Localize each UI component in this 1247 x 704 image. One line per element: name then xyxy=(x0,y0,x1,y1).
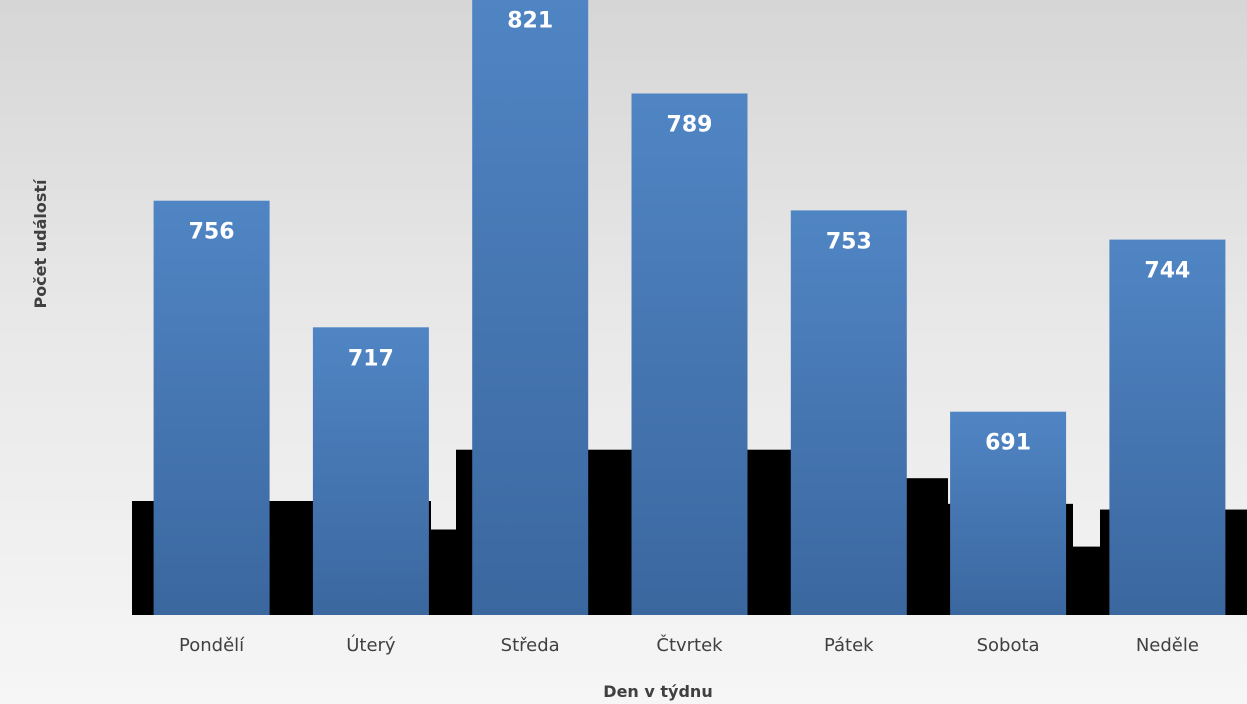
bar xyxy=(1109,239,1226,615)
bar xyxy=(153,200,270,615)
background-step xyxy=(1073,546,1100,615)
bar-value-label: 744 xyxy=(1144,259,1190,284)
bar-value-label: 789 xyxy=(667,113,713,138)
bar xyxy=(950,411,1067,615)
x-tick-label: Čtvrtek xyxy=(656,634,723,656)
bar-value-label: 691 xyxy=(985,431,1031,456)
bar-value-label: 756 xyxy=(189,220,235,245)
x-tick-label: Středa xyxy=(501,635,560,656)
bars xyxy=(153,0,1226,615)
bar-value-labels: 756 717 821 789 753 691 744 xyxy=(189,9,1191,456)
x-tick-label: Sobota xyxy=(977,635,1040,656)
y-axis-title: Počet událostí xyxy=(31,178,50,309)
x-tick-label: Neděle xyxy=(1136,635,1199,656)
bar xyxy=(631,93,748,615)
x-tick-label: Pondělí xyxy=(179,635,245,656)
background-step xyxy=(431,529,456,615)
bar xyxy=(472,0,589,615)
x-axis-title: Den v týdnu xyxy=(603,682,712,701)
bar-value-label: 753 xyxy=(826,229,872,254)
x-tick-label: Pátek xyxy=(824,635,874,656)
bar xyxy=(790,210,907,615)
bar-value-label: 717 xyxy=(348,346,394,371)
x-tick-labels: Pondělí Úterý Středa Čtvrtek Pátek Sobota Nedě… xyxy=(179,634,1199,656)
x-tick-label: Úterý xyxy=(346,634,396,656)
bar xyxy=(312,327,429,615)
bar-value-label: 821 xyxy=(507,9,553,34)
